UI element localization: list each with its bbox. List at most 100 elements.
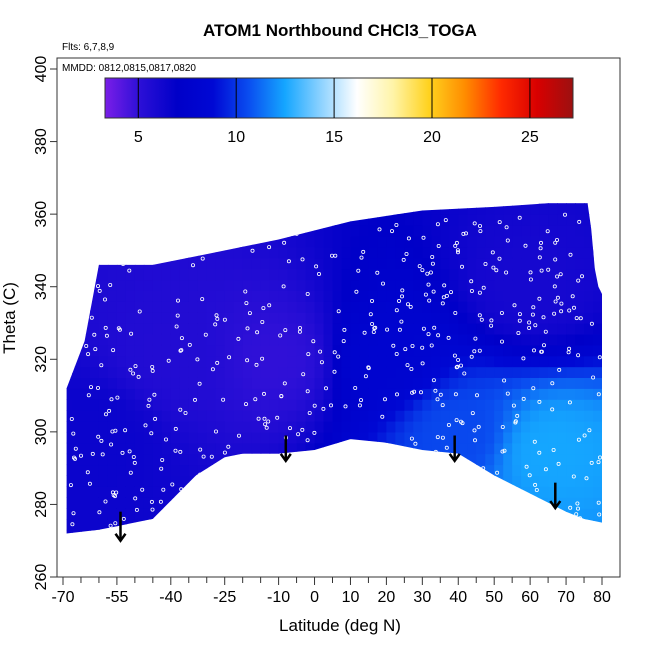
heatmap-cell <box>323 475 334 487</box>
heatmap-cell <box>305 453 316 466</box>
heatmap-cell <box>530 497 540 509</box>
heatmap-cell <box>593 203 603 204</box>
heatmap-cell <box>395 453 405 466</box>
sample-point <box>366 366 371 371</box>
heatmap-cell <box>179 333 190 346</box>
heatmap-cell <box>242 355 253 368</box>
heatmap-cell <box>287 225 298 237</box>
heatmap-cell <box>386 431 396 444</box>
heatmap-cell <box>368 486 378 498</box>
heatmap-cell <box>125 475 136 487</box>
heatmap-cell <box>593 421 603 433</box>
heatmap-cell <box>584 464 594 476</box>
sample-point <box>589 460 594 465</box>
sample-point <box>477 290 482 295</box>
y-tick-label: 340 <box>33 273 50 300</box>
heatmap-cell <box>359 203 369 204</box>
sample-point <box>399 319 404 324</box>
heatmap-cell <box>269 410 280 422</box>
sample-point <box>146 403 151 408</box>
heatmap-cell <box>350 475 361 487</box>
heatmap-cell <box>323 257 334 270</box>
heatmap-cell <box>188 203 199 215</box>
heatmap-cell <box>557 442 567 455</box>
heatmap-cell <box>72 203 82 204</box>
heatmap-cell <box>593 344 603 357</box>
heatmap-cell <box>341 225 352 237</box>
heatmap-cell <box>593 301 603 313</box>
heatmap-cell <box>548 279 558 291</box>
heatmap-cell <box>449 529 459 534</box>
heatmap-cell <box>251 214 262 226</box>
sample-point <box>278 465 283 470</box>
heatmap-cell <box>323 290 334 302</box>
sample-point <box>297 329 302 334</box>
sample-point <box>158 499 163 504</box>
heatmap-cell <box>179 497 190 509</box>
heatmap-cell <box>66 518 73 531</box>
sample-point <box>592 213 597 218</box>
heatmap-cell <box>179 279 190 291</box>
heatmap-cell <box>90 529 100 534</box>
heatmap-cell <box>134 377 145 389</box>
sample-point <box>128 367 133 372</box>
sample-point <box>254 362 259 367</box>
heatmap-cell <box>602 279 603 291</box>
heatmap-cell <box>539 366 549 378</box>
heatmap-cell <box>359 246 369 259</box>
sample-point <box>311 339 316 344</box>
heatmap-cell <box>197 399 208 411</box>
heatmap-cell <box>539 268 549 281</box>
sample-point <box>79 453 84 458</box>
heatmap-cell <box>215 497 226 509</box>
sample-point <box>195 224 200 229</box>
sample-point <box>262 416 267 421</box>
sample-point <box>168 221 173 226</box>
heatmap-cell <box>314 442 325 455</box>
heatmap-cell <box>404 453 414 466</box>
heatmap-cell <box>125 225 136 237</box>
heatmap-cell <box>66 388 73 400</box>
heatmap-cell <box>467 388 477 400</box>
heatmap-cell <box>72 203 82 215</box>
heatmap-cell <box>233 225 244 237</box>
heatmap-cell <box>278 442 289 455</box>
heatmap-cell <box>233 529 244 534</box>
heatmap-cell <box>152 453 163 466</box>
heatmap-cell <box>197 475 208 487</box>
sample-point <box>411 481 416 486</box>
sample-point <box>108 523 113 528</box>
heatmap-cell <box>161 301 172 313</box>
heatmap-cell <box>530 268 540 281</box>
sample-point <box>421 235 426 240</box>
heatmap-cell <box>72 518 82 531</box>
heatmap-cell <box>413 410 423 422</box>
heatmap-cell <box>584 257 594 270</box>
heatmap-cell <box>269 431 280 444</box>
sample-point <box>68 236 73 241</box>
heatmap-cell <box>332 529 343 534</box>
heatmap-cell <box>296 497 307 509</box>
sample-point <box>435 435 440 440</box>
heatmap-cell <box>557 301 567 313</box>
heatmap-cell <box>377 377 387 389</box>
sample-point <box>275 463 280 468</box>
heatmap-cell <box>179 355 190 368</box>
heatmap-cell <box>161 453 172 466</box>
heatmap-cell <box>107 518 118 531</box>
heatmap-cell <box>242 268 253 281</box>
sample-point <box>90 451 95 456</box>
heatmap-cell <box>314 257 325 270</box>
heatmap-cell <box>170 508 181 520</box>
sample-point <box>86 352 91 357</box>
heatmap-cell <box>548 518 558 531</box>
heatmap-cell <box>170 431 181 444</box>
heatmap-cell <box>66 377 73 389</box>
sample-point <box>576 278 581 283</box>
heatmap-cell <box>395 203 405 204</box>
heatmap-cell <box>413 246 423 259</box>
heatmap-cell <box>197 301 208 313</box>
sample-point <box>175 298 180 303</box>
heatmap-cell <box>197 497 208 509</box>
heatmap-cell <box>521 235 531 248</box>
